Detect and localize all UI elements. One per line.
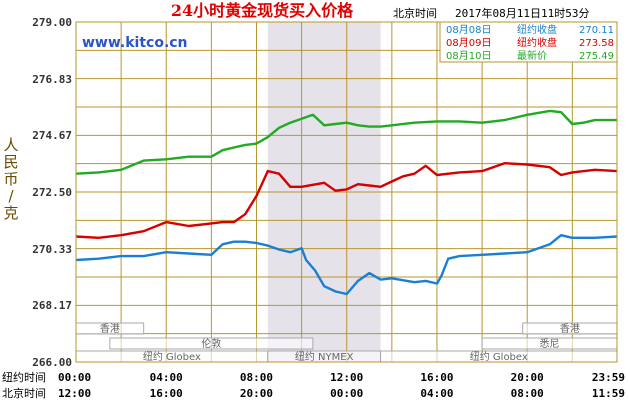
legend-1-label: 纽约收盘: [517, 36, 557, 49]
session-label-4: 纽约 Globex: [143, 350, 201, 363]
series-line-1: [75, 161, 618, 240]
x-row-label-0: 纽约时间: [2, 370, 46, 384]
legend-2-label: 最新价: [517, 49, 547, 62]
x-tick-label-0-6: 23:59: [592, 371, 625, 384]
y-axis-label-char: 币: [3, 170, 18, 188]
legend: 08月08日 纽约收盘 270.11 08月09日 纽约收盘 273.58 08…: [439, 21, 618, 63]
x-tick-label-0-0: 00:00: [58, 371, 91, 384]
legend-0-name: 08月08日: [446, 24, 491, 36]
x-tick-label-1-5: 08:00: [511, 387, 544, 400]
x-tick-label-1-0: 12:00: [58, 387, 91, 400]
grid: [76, 22, 617, 362]
legend-box: [439, 21, 618, 63]
y-tick-label-4: 274.67: [32, 129, 72, 142]
series-line-2: [75, 109, 617, 175]
y-tick-label-3: 272.50: [32, 186, 72, 199]
y-tick-label-1: 268.17: [32, 299, 72, 312]
x-tick-label-1-2: 20:00: [240, 387, 273, 400]
x-tick-label-0-2: 08:00: [240, 371, 273, 384]
x-row-label-1: 北京时间: [2, 386, 46, 400]
legend-0-label: 纽约收盘: [517, 23, 557, 36]
y-axis-label-char: 克: [3, 204, 18, 222]
x-tick-label-0-1: 04:00: [150, 371, 183, 384]
y-tick-label-0: 266.00: [32, 356, 72, 369]
y-axis-label-char: 人: [3, 136, 18, 154]
datetime-label: 2017年08月11日11时53分: [455, 6, 589, 20]
series-line-0: [75, 233, 618, 296]
legend-0-value: 270.11: [579, 25, 614, 36]
x-tick-label-0-3: 12:00: [330, 371, 363, 384]
x-axis-labels: 纽约时间 00:00 04:00 08:00 12:00 16:00 20:00 23:59 北…: [2, 370, 625, 400]
legend-1-name: 08月09日: [446, 37, 491, 49]
legend-1-value: 273.58: [579, 38, 614, 49]
y-tick-labels: 266.00 268.17 270.33 272.50 274.67 276.83 279.…: [32, 16, 72, 369]
y-axis-label: 人民币/克: [3, 136, 18, 222]
y-axis-label-char: 民: [3, 153, 18, 171]
session-label-2: 伦敦: [201, 337, 221, 350]
x-tick-label-1-1: 16:00: [150, 387, 183, 400]
session-label-3: 悉尼: [540, 338, 560, 350]
session-label-6: 纽约 Globex: [470, 350, 528, 363]
session-label-1: 香港: [560, 323, 580, 335]
time-label: 北京时间: [393, 6, 437, 20]
x-tick-label-0-5: 20:00: [511, 371, 544, 384]
chart-title: 24小时黄金现货买入价格: [171, 1, 354, 20]
legend-2-value: 275.49: [579, 51, 614, 62]
session-label-5: 纽约 NYMEX: [295, 350, 354, 363]
x-tick-label-1-3: 00:00: [330, 387, 363, 400]
y-tick-label-6: 279.00: [32, 16, 72, 29]
x-tick-label-1-6: 11:59: [592, 387, 625, 400]
series-lines: [75, 109, 618, 296]
kitco-watermark: www.kitco.cn: [82, 35, 188, 51]
y-tick-label-5: 276.83: [32, 73, 72, 86]
session-label-0: 香港: [100, 323, 120, 335]
x-tick-label-0-4: 16:00: [420, 371, 453, 384]
session-bar-2: [109, 337, 314, 350]
y-tick-label-2: 270.33: [32, 243, 72, 256]
legend-2-name: 08月10日: [446, 50, 491, 62]
y-axis-label-char: /: [8, 187, 14, 205]
plot-border: [75, 21, 618, 363]
x-tick-label-1-4: 04:00: [420, 387, 453, 400]
